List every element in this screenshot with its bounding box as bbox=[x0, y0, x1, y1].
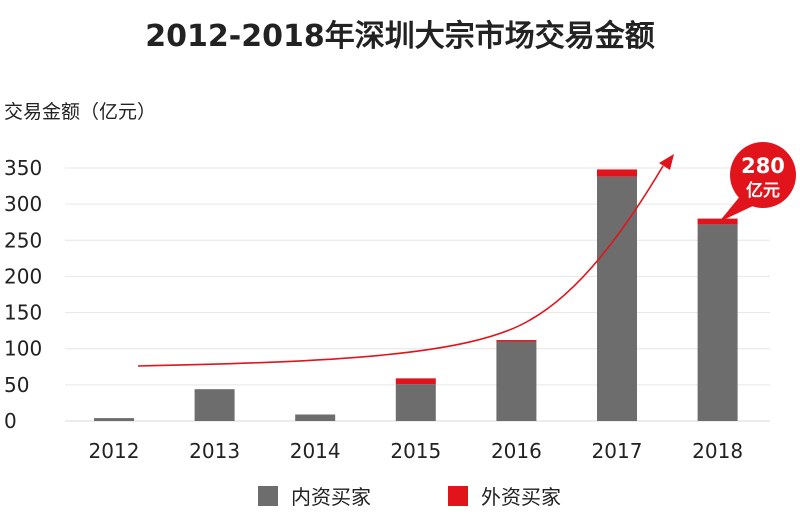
callout-unit: 亿元 bbox=[746, 180, 780, 201]
bar-segment bbox=[194, 389, 235, 421]
bar-segment bbox=[395, 384, 436, 421]
legend: 内资买家 外资买家 bbox=[258, 485, 561, 509]
y-axis-ticks: 0 50 100 150 200 250 300 350 bbox=[4, 156, 42, 433]
y-tick-label: 350 bbox=[4, 156, 42, 180]
bars bbox=[94, 169, 738, 421]
gridlines bbox=[65, 167, 770, 422]
bar-segment bbox=[94, 418, 134, 421]
y-tick-label: 250 bbox=[4, 228, 42, 252]
bar-segment bbox=[496, 340, 537, 342]
trend-arrowhead bbox=[659, 154, 674, 170]
x-tick-label: 2013 bbox=[189, 439, 240, 463]
y-axis-label: 交易金额（亿元） bbox=[4, 101, 156, 123]
trend-arrow bbox=[137, 154, 674, 367]
y-tick-label: 200 bbox=[4, 264, 42, 288]
bar-segment bbox=[295, 414, 336, 421]
y-tick-label: 150 bbox=[4, 301, 42, 325]
trend-curve bbox=[137, 165, 664, 367]
legend-label: 内资买家 bbox=[291, 485, 371, 509]
chart-title: 2012-2018年深圳大宗市场交易金额 bbox=[145, 19, 654, 54]
bar-segment bbox=[496, 341, 537, 421]
callout-bubble bbox=[730, 142, 796, 208]
callout-value: 280 bbox=[741, 154, 785, 178]
x-tick-label: 2017 bbox=[592, 439, 643, 463]
bar-segment bbox=[597, 169, 637, 177]
bar-segment bbox=[597, 176, 637, 421]
x-tick-label: 2014 bbox=[290, 439, 341, 463]
bar-segment bbox=[395, 378, 436, 385]
x-tick-label: 2018 bbox=[692, 439, 743, 463]
y-tick-label: 50 bbox=[4, 373, 29, 397]
legend-label: 外资买家 bbox=[481, 485, 561, 509]
x-tick-label: 2016 bbox=[491, 439, 542, 463]
y-tick-label: 0 bbox=[4, 409, 17, 433]
legend-swatch bbox=[448, 486, 468, 506]
x-tick-label: 2012 bbox=[89, 439, 140, 463]
bar-segment bbox=[697, 218, 738, 225]
y-tick-label: 100 bbox=[4, 337, 42, 361]
bar-segment bbox=[697, 224, 738, 421]
x-tick-label: 2015 bbox=[390, 439, 441, 463]
y-tick-label: 300 bbox=[4, 192, 42, 216]
legend-swatch bbox=[258, 486, 278, 506]
x-axis-ticks: 2012 2013 2014 2015 2016 2017 2018 bbox=[89, 439, 744, 463]
